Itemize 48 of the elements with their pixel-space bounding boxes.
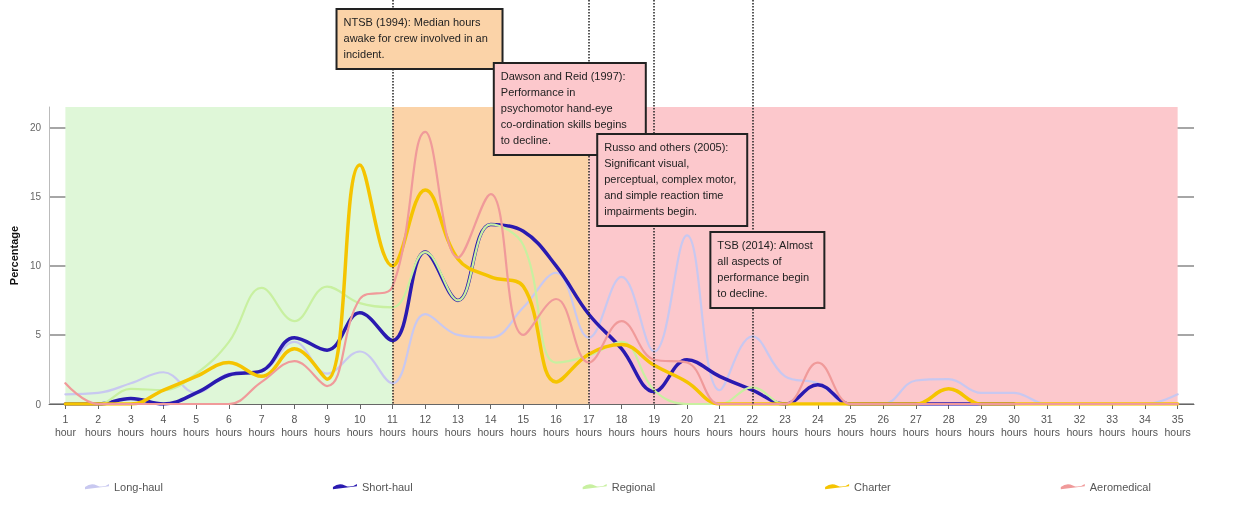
x-tick-label: 2 hours — [84, 412, 112, 438]
x-tick-label: 22 hours — [739, 412, 766, 438]
x-tick-label: 9 hours — [313, 412, 341, 438]
x-tick-label: 29 hours — [968, 412, 995, 438]
x-tick-label: 24 hours — [804, 412, 831, 438]
ref-line-label: NTSB (1994): Median hours awake for crew involved in an incident. — [343, 16, 491, 60]
x-tick-label: 23 hours — [771, 412, 799, 438]
legend-label: Charter — [854, 480, 892, 493]
x-tick-label: 10 hours — [346, 412, 373, 438]
x-tick-label: 5 hours — [183, 412, 210, 438]
y-tick-label: 20 — [29, 122, 42, 134]
x-tick-label: 15 hours — [510, 412, 537, 438]
y-tick-label: 5 — [35, 329, 42, 341]
x-tick-label: 7 hours — [248, 412, 275, 438]
y-tick-label: 15 — [29, 191, 42, 203]
y-tick-label: 10 — [29, 260, 42, 272]
x-tick-label: 25 hours — [837, 412, 864, 438]
x-tick-label: 17 hours — [575, 412, 602, 438]
x-tick-label: 8 hours — [281, 412, 308, 438]
x-tick-label: 6 hours — [215, 412, 243, 438]
y-tick-label: 0 — [35, 398, 42, 410]
ref-line-label: TSB (2014): Almost all aspects of performance begin to decline. — [717, 239, 816, 299]
x-tick-label: 18 hours — [608, 412, 635, 438]
x-tick-label: 20 hours — [673, 412, 701, 438]
x-tick-label: 16 hours — [542, 412, 570, 438]
x-tick-label: 26 hours — [870, 412, 897, 438]
x-tick-label: 4 hours — [150, 412, 177, 438]
x-tick-label: 35 hours — [1164, 412, 1191, 438]
x-tick-label: 32 hours — [1066, 412, 1093, 438]
legend-label: Long-haul — [114, 480, 163, 493]
x-tick-label: 21 hours — [706, 412, 733, 438]
x-tick-label: 34 hours — [1131, 412, 1159, 438]
x-tick-label: 1 hour — [54, 412, 77, 438]
x-tick-label: 27 hours — [902, 412, 930, 438]
legend-label: Short-haul — [361, 480, 413, 493]
x-tick-label: 12 hours — [412, 412, 439, 438]
x-tick-label: 13 hours — [444, 412, 472, 438]
x-tick-label: 33 hours — [1099, 412, 1126, 438]
x-tick-label: 11 hours — [379, 412, 406, 438]
x-tick-label: 3 hours — [117, 412, 144, 438]
x-tick-label: 30 hours — [1000, 412, 1028, 438]
x-tick-label: 19 hours — [641, 412, 668, 438]
y-axis-title: Percentage — [7, 225, 20, 286]
legend-label: Regional — [611, 480, 656, 493]
x-tick-label: 28 hours — [935, 412, 962, 438]
x-tick-label: 31 hours — [1033, 412, 1060, 438]
legend-label: Aeromedical — [1089, 480, 1151, 493]
x-tick-label: 14 hours — [477, 412, 504, 438]
